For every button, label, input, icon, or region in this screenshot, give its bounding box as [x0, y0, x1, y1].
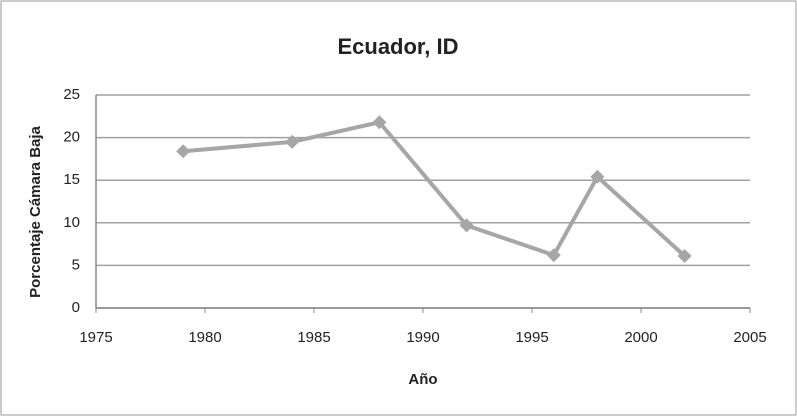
- y-tick-label: 15: [63, 171, 80, 188]
- y-tick-label: 20: [63, 129, 80, 146]
- x-tick-label: 1990: [406, 329, 439, 346]
- y-tick-label: 5: [72, 256, 80, 273]
- y-axis-label: Porcentaje Cámara Baja: [27, 125, 44, 297]
- x-tick-label: 1995: [515, 329, 548, 346]
- x-axis-label: Año: [408, 371, 437, 388]
- x-tick-label: 1980: [188, 329, 221, 346]
- y-tick-label: 10: [63, 214, 80, 231]
- data-point: [176, 144, 191, 159]
- data-point: [459, 218, 474, 233]
- y-tick-label: 25: [63, 86, 80, 103]
- data-point: [285, 134, 300, 149]
- x-tick-label: 1985: [297, 329, 330, 346]
- data-point: [372, 115, 387, 130]
- y-tick-label: 0: [72, 299, 80, 316]
- x-tick-label: 2005: [733, 329, 766, 346]
- x-tick-label: 1975: [79, 329, 112, 346]
- data-point: [677, 249, 692, 264]
- chart-title: Ecuador, ID: [337, 34, 458, 59]
- x-tick-label: 2000: [624, 329, 657, 346]
- data-point: [590, 169, 605, 184]
- data-point: [546, 248, 561, 263]
